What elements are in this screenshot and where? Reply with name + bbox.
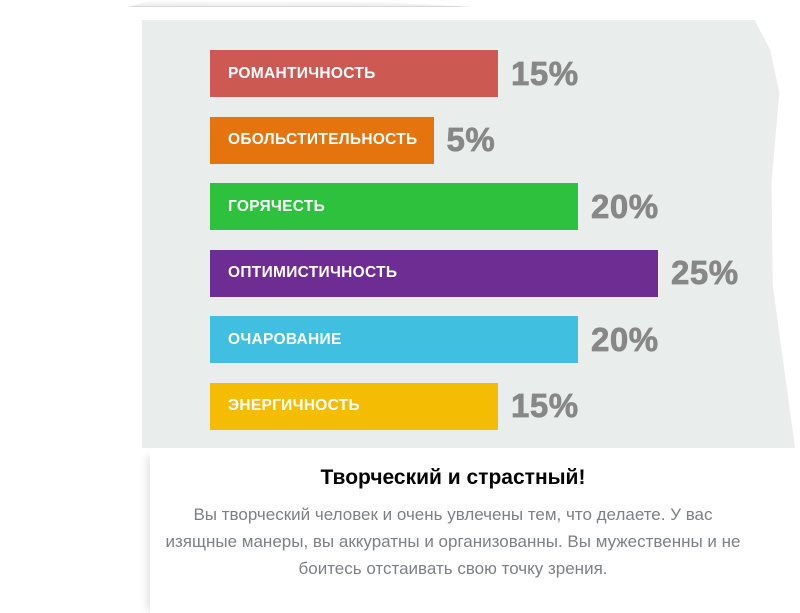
bar-row: РОМАНТИЧНОСТЬ 15% xyxy=(210,50,739,97)
bar-row: ОБОЛЬСТИТЕЛЬНОСТЬ 5% xyxy=(210,116,739,164)
bar-3: ГОРЯЧЕСТЬ xyxy=(210,183,578,231)
bar-chart: РОМАНТИЧНОСТЬ 15% ОБОЛЬСТИТЕЛЬНОСТЬ 5% ГОРЯЧ… xyxy=(210,50,739,430)
bar-category-label: ОПТИМИСТИЧНОСТЬ xyxy=(228,264,398,282)
bar-category-label: ГОРЯЧЕСТЬ xyxy=(228,197,326,215)
previous-card-edge xyxy=(128,0,474,7)
result-title: Творческий и страстный! xyxy=(320,466,586,489)
bar-2: ОБОЛЬСТИТЕЛЬНОСТЬ xyxy=(210,116,434,164)
bar-1: РОМАНТИЧНОСТЬ xyxy=(210,50,498,97)
chart-panel: РОМАНТИЧНОСТЬ 15% ОБОЛЬСТИТЕЛЬНОСТЬ 5% ГОРЯЧ… xyxy=(142,20,795,448)
bar-5: ОЧАРОВАНИЕ xyxy=(210,316,578,364)
bar-row: ОПТИМИСТИЧНОСТЬ 25% xyxy=(210,249,739,297)
bar-value-label: 25% xyxy=(671,254,739,292)
bar-row: ГОРЯЧЕСТЬ 20% xyxy=(210,183,739,231)
result-description: Вы творческий человек и очень увлечены т… xyxy=(165,505,741,578)
bar-value-label: 15% xyxy=(511,387,579,425)
bar-value-label: 15% xyxy=(511,54,579,92)
bar-category-label: ОЧАРОВАНИЕ xyxy=(228,330,342,348)
bar-row: ОЧАРОВАНИЕ 20% xyxy=(210,316,739,364)
bar-category-label: РОМАНТИЧНОСТЬ xyxy=(228,64,376,82)
bar-category-label: ОБОЛЬСТИТЕЛЬНОСТЬ xyxy=(228,131,418,149)
bar-category-label: ЭНЕРГИЧНОСТЬ xyxy=(228,397,360,415)
bar-4: ОПТИМИСТИЧНОСТЬ xyxy=(210,249,658,297)
bar-row: ЭНЕРГИЧНОСТЬ 15% xyxy=(210,382,739,430)
bar-value-label: 20% xyxy=(591,187,659,225)
result-card: Творческий и страстный! Вы творческий че… xyxy=(150,448,756,613)
bar-value-label: 20% xyxy=(591,320,659,359)
bar-6: ЭНЕРГИЧНОСТЬ xyxy=(210,382,498,430)
bar-value-label: 5% xyxy=(446,121,496,159)
